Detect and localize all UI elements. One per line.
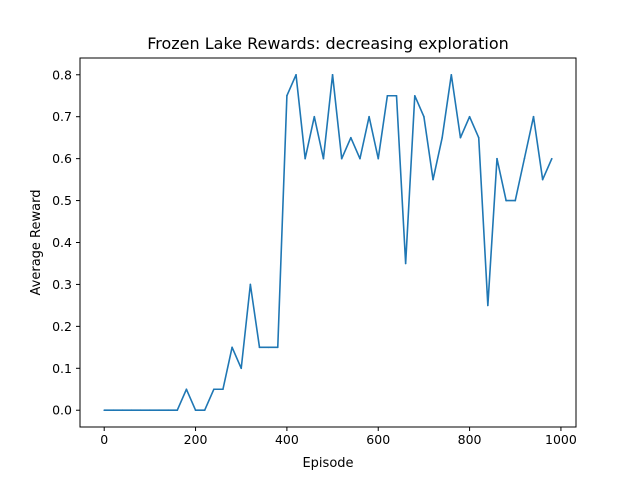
data-point [158,409,160,412]
y-tick-label: 0.0 [52,403,72,418]
data-point [313,115,316,118]
data-point [231,346,233,349]
data-point [112,409,115,412]
x-tick-label: 0 [100,432,108,447]
data-point [149,409,151,412]
data-point [523,157,526,160]
y-axis-label: Average Reward [29,190,44,296]
data-point [505,199,507,202]
x-tick-label: 400 [275,432,299,447]
data-point [468,115,471,118]
data-point [350,136,352,139]
data-point [377,157,380,160]
x-tick-label: 200 [184,432,208,447]
y-tick-label: 0.7 [52,109,72,124]
data-point [295,73,297,76]
data-point [267,346,270,349]
y-tick-label: 0.4 [52,235,72,250]
plot-area [103,73,553,412]
data-point [413,94,416,97]
data-point [249,283,252,286]
data-point [496,157,498,160]
data-point [194,409,197,412]
y-axis: 0.0 0.1 0.2 0.3 0.4 0.5 0.6 0.7 0.8 [52,67,80,418]
data-point [450,73,453,76]
data-point [240,367,243,370]
data-point [121,409,124,412]
y-tick-label: 0.6 [52,151,72,166]
data-point [276,346,279,349]
data-point [423,115,425,118]
data-point [441,136,443,139]
data-point [203,409,206,412]
x-axis-label: Episode [302,456,353,471]
data-point [514,199,517,202]
data-point [167,409,169,412]
data-point [541,178,544,181]
data-point [477,136,480,139]
chart-title: Frozen Lake Rewards: decreasing explorat… [147,34,509,53]
data-point [130,409,133,412]
data-point [340,157,343,160]
data-point [139,409,142,412]
data-point [487,304,489,307]
data-point [185,388,188,391]
data-point [432,178,434,181]
data-point [176,409,179,412]
data-point [213,388,215,391]
y-tick-label: 0.5 [52,193,72,208]
y-tick-label: 0.2 [52,319,72,334]
data-point [322,157,325,160]
y-tick-label: 0.8 [52,67,72,82]
data-point [368,115,370,118]
data-point [304,157,306,160]
x-tick-label: 600 [366,432,390,447]
y-tick-label: 0.3 [52,277,72,292]
x-tick-label: 800 [458,432,482,447]
data-point [359,157,361,160]
data-point [404,262,407,265]
data-point [459,136,462,139]
data-point [395,94,398,97]
data-point [258,346,261,349]
data-point [331,73,334,76]
data-point [550,157,553,160]
x-tick-label: 1000 [545,432,577,447]
x-axis: 0 200 400 600 800 1000 [100,427,577,447]
series-line-0 [104,73,553,412]
data-point [286,94,288,97]
data-point [103,409,106,412]
data-point [386,94,389,97]
y-tick-label: 0.1 [52,361,72,376]
data-point [222,388,224,391]
data-point [532,115,535,118]
